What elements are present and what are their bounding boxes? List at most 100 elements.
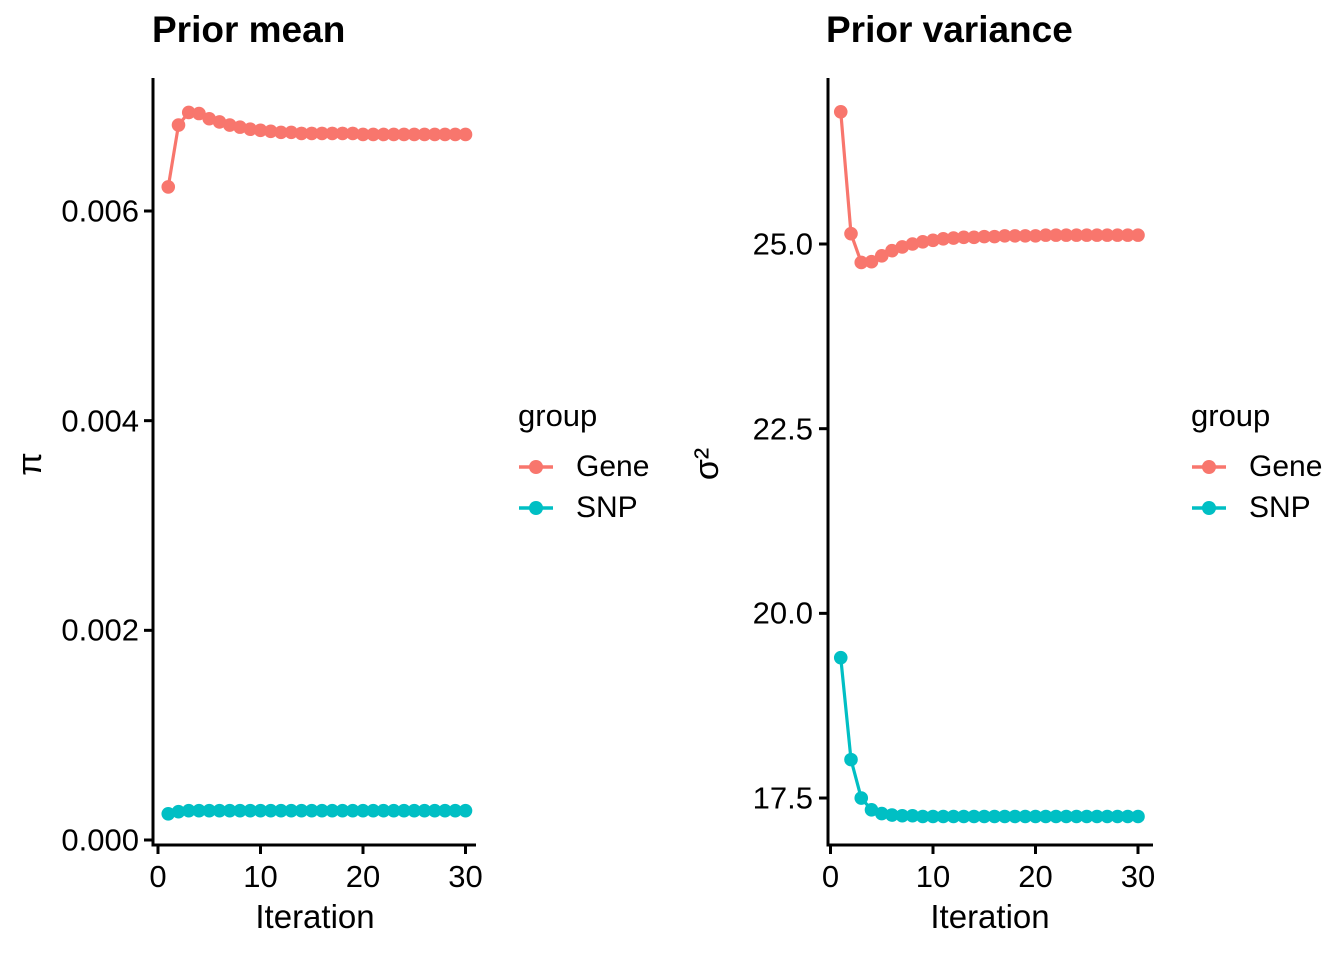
data-point-snp	[233, 803, 247, 818]
x-tick-label: 30	[448, 859, 483, 894]
data-point-snp	[1079, 809, 1094, 824]
data-point-gene	[1038, 228, 1053, 242]
data-point-snp	[263, 803, 278, 818]
data-point-snp	[376, 803, 391, 818]
data-point-gene	[356, 127, 370, 142]
data-point-snp	[315, 803, 329, 818]
y-axis-title-sigma2: σ²	[688, 447, 726, 481]
x-axis-title-iteration-left: Iteration	[255, 898, 375, 935]
x-tick-label: 20	[1018, 859, 1053, 894]
data-point-snp	[946, 809, 961, 824]
y-tick-label: 17.5	[752, 780, 813, 816]
data-point-snp	[448, 803, 463, 818]
data-point-gene	[243, 122, 258, 137]
data-point-snp	[1100, 809, 1115, 824]
x-tick-label: 20	[345, 859, 381, 894]
data-point-gene	[304, 126, 319, 141]
y-tick-label: 22.5	[752, 411, 813, 447]
data-point-snp	[1028, 809, 1043, 824]
legend-label-snp: SNP	[1249, 490, 1311, 524]
data-point-gene	[844, 226, 858, 241]
y-tick-label: 0.006	[61, 193, 139, 229]
series-line-snp	[839, 656, 1140, 819]
data-point-gene	[192, 106, 206, 121]
data-point-snp	[997, 809, 1012, 824]
data-point-snp	[253, 803, 268, 818]
legend-right: group Gene SNP	[1191, 398, 1322, 528]
data-point-snp	[844, 752, 858, 767]
data-point-snp	[274, 803, 288, 818]
data-point-gene	[967, 230, 981, 245]
data-point-gene	[1028, 229, 1043, 243]
chart-title-prior-mean: Prior mean	[152, 9, 346, 50]
data-point-snp	[304, 803, 319, 818]
x-tick-label: 30	[1120, 859, 1156, 894]
data-point-gene	[946, 231, 961, 245]
y-tick-label: 0.004	[61, 403, 139, 439]
data-point-gene	[284, 125, 299, 140]
data-point-gene	[417, 127, 432, 142]
data-point-gene	[202, 111, 217, 126]
data-point-gene	[895, 240, 910, 254]
data-point-gene	[171, 118, 186, 132]
data-point-snp	[833, 650, 848, 665]
data-point-snp	[171, 804, 186, 819]
data-point-snp	[1131, 809, 1145, 824]
y-tick-label: 0.002	[61, 612, 139, 648]
x-tick-label: 0	[149, 859, 167, 894]
legend-label-gene: Gene	[1249, 449, 1323, 483]
legend-label-gene: Gene	[576, 449, 650, 483]
data-point-gene	[325, 126, 340, 141]
data-point-gene	[864, 254, 879, 269]
data-point-gene	[438, 127, 452, 142]
data-point-gene	[397, 127, 411, 142]
data-point-snp	[438, 803, 452, 818]
y-tick-label: 20.0	[752, 595, 813, 631]
data-point-gene	[335, 126, 350, 141]
data-point-gene	[345, 126, 360, 141]
data-point-snp	[212, 803, 227, 818]
data-point-snp	[181, 803, 196, 818]
data-point-snp	[874, 806, 889, 821]
data-point-snp	[294, 803, 309, 818]
data-point-gene	[956, 230, 971, 245]
legend-item-snp: SNP	[1191, 487, 1322, 528]
data-point-gene	[263, 124, 278, 139]
data-point-gene	[905, 237, 920, 251]
legend-left: group Gene SNP	[518, 398, 649, 528]
data-point-gene	[1049, 228, 1063, 242]
data-point-gene	[233, 120, 247, 134]
data-point-snp	[1008, 809, 1022, 824]
data-point-gene	[1018, 229, 1033, 243]
data-point-gene	[1120, 228, 1135, 242]
data-point-gene	[458, 127, 473, 142]
legend-label-snp: SNP	[576, 490, 638, 524]
data-point-snp	[1090, 809, 1104, 824]
legend-item-gene: Gene	[1191, 446, 1322, 487]
data-point-gene	[987, 229, 1002, 244]
legend-item-snp: SNP	[518, 487, 649, 528]
data-point-snp	[458, 803, 473, 818]
data-point-snp	[1069, 809, 1084, 824]
data-point-gene	[376, 127, 391, 142]
data-point-gene	[274, 125, 288, 140]
data-point-gene	[294, 126, 309, 141]
data-point-snp	[243, 803, 258, 818]
data-point-snp	[864, 803, 879, 817]
data-point-gene	[885, 243, 899, 258]
x-tick-label: 10	[915, 859, 951, 894]
data-point-snp	[895, 808, 910, 823]
data-point-snp	[407, 803, 422, 818]
data-point-snp	[427, 803, 442, 818]
data-point-gene	[427, 127, 442, 142]
data-point-gene	[1110, 228, 1125, 242]
data-point-snp	[1120, 809, 1135, 824]
data-point-gene	[386, 127, 401, 142]
legend-item-gene: Gene	[518, 446, 649, 487]
data-point-snp	[1018, 809, 1033, 824]
data-point-gene	[926, 233, 940, 248]
legend-title: group	[1191, 398, 1271, 433]
data-point-gene	[222, 118, 237, 132]
